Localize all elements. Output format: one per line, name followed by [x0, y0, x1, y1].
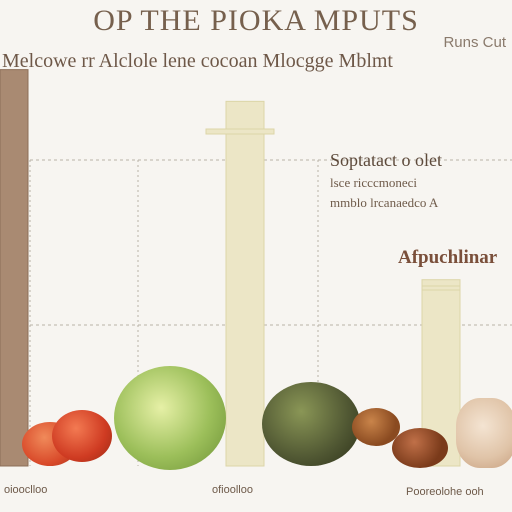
- corner-label: Runs Cut: [443, 34, 506, 51]
- chart-title: OP THE PIOKA MPUTS: [93, 4, 419, 37]
- grain-illustration: [456, 398, 512, 468]
- apple-illustration: [114, 366, 226, 470]
- bar-2: [225, 100, 265, 467]
- bars: [0, 69, 461, 467]
- x-tick-label-2: ofioolloo: [212, 484, 253, 496]
- avocado-illustration: [262, 382, 360, 466]
- nuts-illustration: [352, 408, 400, 446]
- legend-title: Soptatact o olet: [330, 150, 442, 170]
- legend: Soptatact o olet lsce ricccmoneci mmblo …: [330, 150, 510, 211]
- x-tick-label-3: Pooreolohe ooh: [406, 486, 484, 498]
- legend-line-1: lsce ricccmoneci: [330, 175, 417, 190]
- x-tick-label-1: oiooclloo: [4, 484, 48, 496]
- legend-line-2: mmblo lrcanaedco A: [330, 195, 439, 210]
- chart-annotation: Afpuchlinar: [398, 247, 498, 268]
- bar-3-cap: [421, 285, 461, 291]
- chart-subtitle: Melcowe rr Alclole lene cocoan Mlocgge M…: [2, 50, 393, 72]
- nuts-illustration: [392, 428, 448, 468]
- tomato-illustration: [52, 410, 112, 462]
- bar-1: [0, 69, 29, 467]
- bar-2-cap: [205, 128, 275, 135]
